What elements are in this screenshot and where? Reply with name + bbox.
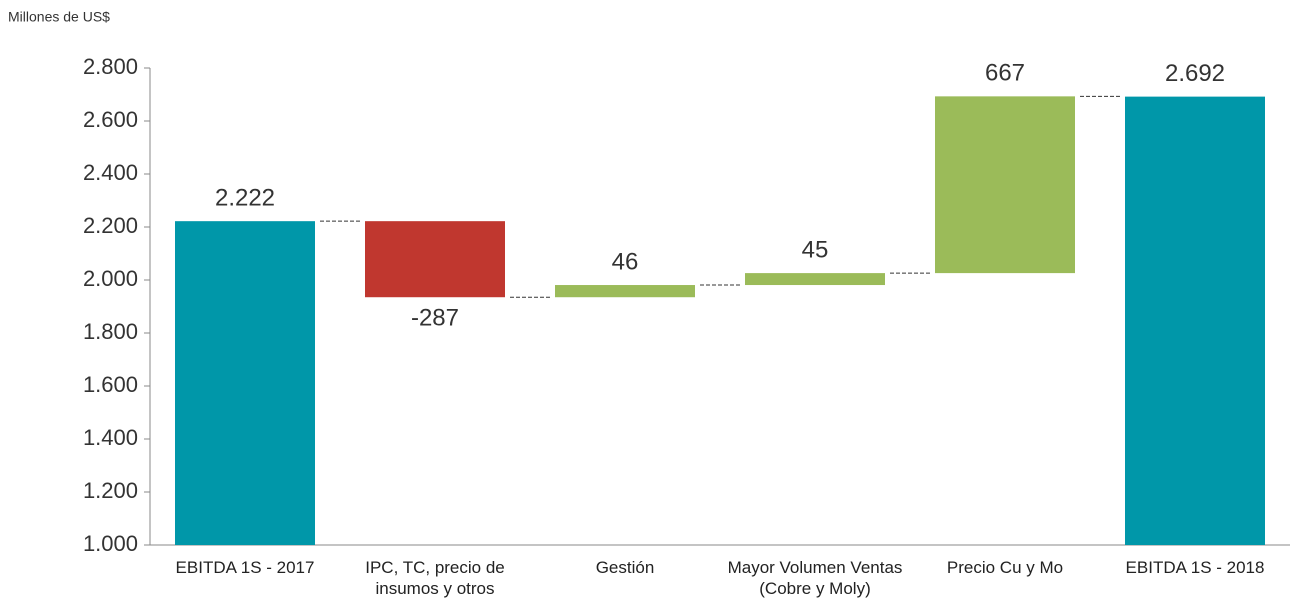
y-axis-label: Millones de US$: [8, 9, 110, 25]
y-tick-label: 1.000: [83, 531, 138, 556]
y-tick-label: 1.600: [83, 372, 138, 397]
y-tick-label: 2.800: [83, 54, 138, 79]
x-tick-label: Gestión: [595, 558, 655, 577]
y-tick-label: 2.000: [83, 266, 138, 291]
y-tick-label: 2.200: [83, 213, 138, 238]
x-tick-label: IPC, TC, precio de insumos y otros: [365, 558, 505, 598]
data-label: 46: [612, 248, 639, 275]
y-tick-label: 2.400: [83, 160, 138, 185]
bar: [175, 221, 315, 546]
data-label: 2.692: [1165, 60, 1225, 87]
bar: [1125, 96, 1265, 546]
y-tick-label: 1.400: [83, 425, 138, 450]
bar: [745, 273, 885, 286]
data-label: 45: [802, 236, 829, 263]
bar: [365, 221, 505, 298]
y-tick-label: 2.600: [83, 107, 138, 132]
data-label: -287: [411, 305, 459, 332]
x-tick-label: Precio Cu y Mo: [946, 558, 1064, 577]
x-tick-label: Mayor Volumen Ventas (Cobre y Moly): [727, 558, 903, 598]
bar: [555, 285, 695, 298]
data-label: 667: [985, 60, 1025, 87]
bar: [935, 96, 1075, 274]
y-tick-label: 1.800: [83, 319, 138, 344]
x-tick-label: EBITDA 1S - 2017: [175, 558, 315, 577]
data-label: 2.222: [215, 185, 275, 212]
x-tick-label: EBITDA 1S - 2018: [1125, 558, 1265, 577]
y-tick-label: 1.200: [83, 478, 138, 503]
